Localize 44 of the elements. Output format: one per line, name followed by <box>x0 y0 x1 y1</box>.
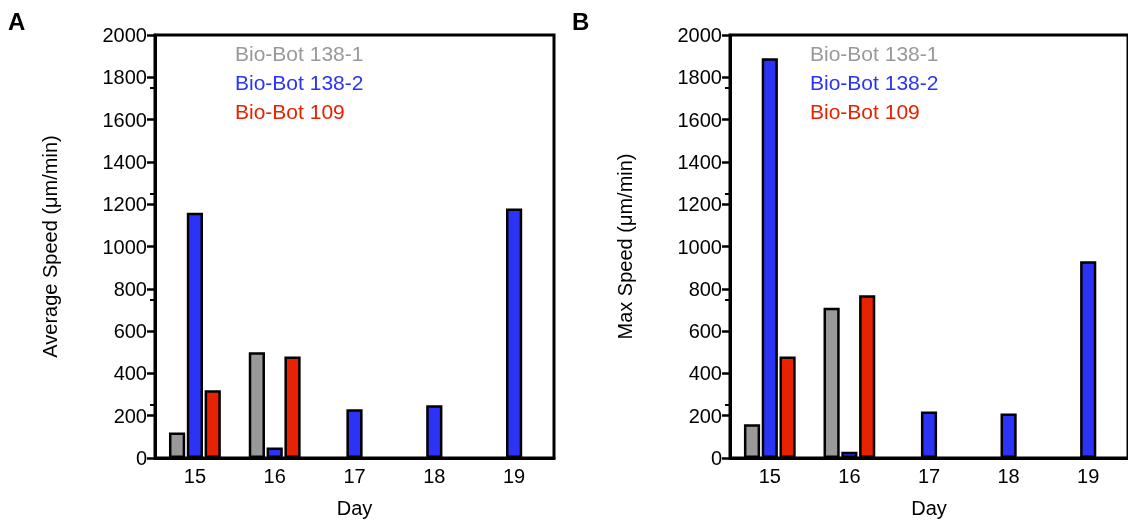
x-tick-label: 15 <box>758 465 781 487</box>
y-axis-title: Average Speed (μm/min) <box>39 135 61 358</box>
y-tick-label: 1200 <box>102 193 147 216</box>
text: B <box>572 8 590 36</box>
y-tick-label: 200 <box>113 404 147 427</box>
y-tick-label: 1600 <box>102 108 147 131</box>
y-tick-label: 1200 <box>677 193 722 216</box>
y-axis-title: Max Speed (μm/min) <box>614 153 636 340</box>
y-tick-label: 600 <box>688 320 722 343</box>
x-tick-label: 17 <box>343 465 366 487</box>
y-tick-label: 200 <box>688 404 722 427</box>
text: Bio-Bot 109 <box>235 100 345 123</box>
y-tick-label: 1800 <box>102 66 147 89</box>
y-tick-label: 0 <box>135 447 147 469</box>
y-tick-label: 1000 <box>677 235 722 258</box>
y-tick-label: 400 <box>113 362 147 385</box>
y-tick-label: 1000 <box>102 235 147 258</box>
y-tick-label: 2000 <box>677 24 722 46</box>
y-tick-label: 1800 <box>677 66 722 89</box>
y-tick-label: 1400 <box>102 150 147 173</box>
y-tick-label: 2000 <box>102 24 147 46</box>
text: A <box>8 8 26 36</box>
text: Bio-Bot 138-1 <box>235 42 364 65</box>
y-tick-label: 800 <box>688 277 722 300</box>
x-tick-label: 19 <box>1077 465 1100 487</box>
y-tick-label: 1600 <box>677 108 722 131</box>
x-axis-title: Day <box>911 497 947 519</box>
y-tick-label: 1400 <box>677 150 722 173</box>
x-tick-label: 19 <box>502 465 526 487</box>
series-label: Bio-Bot 138-2 <box>810 71 939 94</box>
text: Bio-Bot 109 <box>810 100 920 123</box>
x-tick-label: 17 <box>917 465 941 487</box>
x-tick-label: 15 <box>183 465 207 487</box>
text: Bio-Bot 138-1 <box>810 42 939 65</box>
x-axis-title: Day <box>336 497 373 519</box>
x-tick-label: 16 <box>263 465 286 487</box>
y-tick-label: 800 <box>113 277 147 300</box>
y-tick-label: 600 <box>113 320 147 343</box>
x-tick-label: 16 <box>838 465 861 487</box>
y-tick-label: 0 <box>710 447 722 469</box>
x-tick-label: 18 <box>423 465 446 487</box>
x-tick-label: 18 <box>997 465 1020 487</box>
text: Bio-Bot 138-2 <box>235 71 364 94</box>
y-tick-label: 400 <box>688 362 722 385</box>
